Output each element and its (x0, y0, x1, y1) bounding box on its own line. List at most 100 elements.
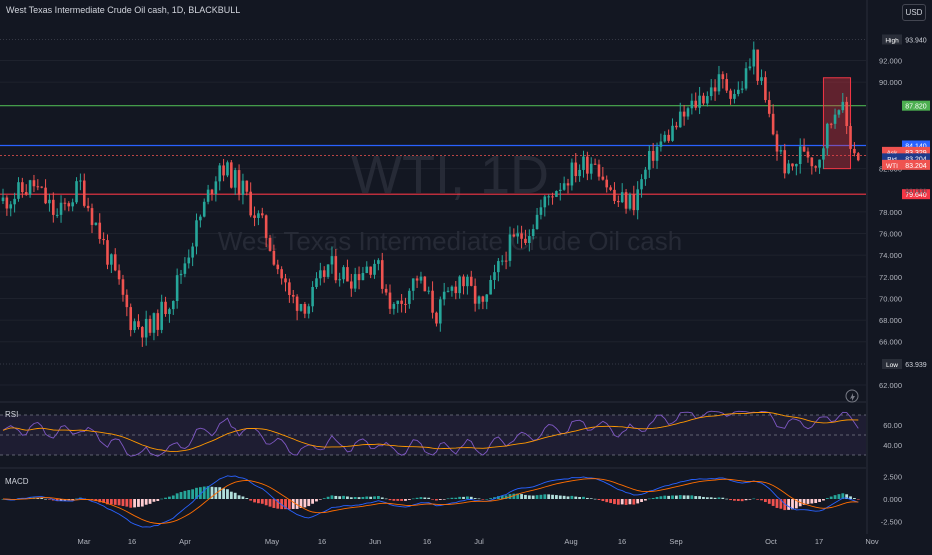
macd-histogram-bar (191, 489, 195, 499)
time-axis: Mar 16 Apr May 16 Jun 16 Jul Aug 16 Sep Oct 17 Nov (78, 537, 879, 546)
candle-body (13, 198, 16, 205)
candle-body (729, 90, 732, 99)
macd-histogram-bar (198, 487, 202, 499)
macd-histogram-bar (504, 495, 508, 499)
candle-body (322, 270, 326, 277)
candle-body (17, 182, 20, 199)
price-tag-bg (902, 140, 930, 151)
time-tick-label: 16 (318, 537, 326, 546)
candle-body (760, 77, 763, 81)
candle-body (303, 303, 307, 314)
candle-body (342, 267, 345, 280)
candle-body (369, 266, 372, 275)
macd-histogram-bar (407, 499, 411, 500)
candle-body (605, 179, 609, 188)
price-tick-label: 92.000 (879, 56, 902, 65)
macd-histogram-bar (853, 497, 856, 499)
candle-body (752, 49, 756, 67)
macd-histogram-bar (183, 490, 187, 499)
candle-body (137, 321, 140, 328)
macd-histogram-bar (593, 498, 597, 500)
candle-body (183, 263, 187, 274)
macd-histogram-bar (326, 496, 330, 499)
candle-body (295, 296, 299, 311)
candle-body (245, 180, 249, 192)
currency-button[interactable]: USD (902, 4, 926, 21)
candle-body (392, 304, 396, 309)
price-tag-value: 63.939 (905, 362, 927, 369)
macd-histogram-bar (667, 495, 671, 499)
macd-histogram-bar (380, 497, 384, 499)
macd-histogram-bar (106, 499, 109, 505)
price-tag-prefix-bg (882, 159, 902, 170)
macd-histogram-bar (361, 496, 365, 499)
macd-histogram-bar (469, 496, 473, 499)
macd-histogram-bar (466, 496, 469, 499)
replay-icon[interactable] (845, 389, 859, 403)
candle-body (737, 89, 740, 94)
macd-histogram-bar (404, 499, 407, 501)
candle-body (388, 292, 392, 309)
candle-body (466, 276, 469, 287)
macd-histogram-bar (307, 499, 311, 507)
candle-body (795, 163, 798, 167)
macd-histogram-bar (295, 499, 299, 509)
macd-histogram-bar (442, 499, 446, 500)
candle-body (148, 318, 152, 333)
macd-histogram-bar (640, 499, 643, 503)
macd-histogram-bar (346, 496, 349, 499)
macd-histogram-bar (721, 497, 725, 499)
candle-body (218, 165, 222, 182)
price-tags: High93.940Low63.93987.82084.140Ask83.329… (882, 34, 930, 370)
candle-body (454, 286, 458, 294)
candle-body (566, 183, 570, 186)
candle-body (458, 276, 461, 294)
signal-line (2, 478, 859, 524)
macd-histogram-bar (253, 499, 256, 503)
candle-body (462, 276, 465, 287)
candle-body (473, 285, 477, 304)
macd-histogram-bar (748, 499, 752, 500)
candle-body (319, 270, 322, 279)
symbol-title[interactable]: West Texas Intermediate Crude Oil cash, … (6, 5, 241, 15)
macd-histogram-bar (705, 497, 709, 499)
candle-body (133, 321, 136, 331)
macd-histogram-bar (539, 494, 543, 499)
time-tick-label: Oct (765, 537, 778, 546)
macd-histogram-bar (589, 498, 593, 499)
candle-body (75, 181, 78, 203)
macd-histogram-bar (841, 493, 845, 499)
rsi-label[interactable]: RSI (5, 410, 19, 419)
candle-body (179, 273, 183, 276)
macd-pane (1, 475, 860, 528)
candle-body (593, 163, 597, 165)
macd-histogram-bar (249, 499, 253, 501)
candle-body (551, 196, 554, 198)
macd-histogram-bar (520, 494, 523, 499)
price-tick-label: 68.000 (879, 316, 902, 325)
macd-histogram-bar (725, 498, 729, 500)
macd-histogram-bar (717, 497, 721, 499)
candle-body (798, 146, 802, 164)
candle-body (326, 264, 330, 277)
macd-histogram-bar (233, 492, 237, 499)
price-tag-bg (902, 100, 930, 111)
candle-body (82, 180, 86, 206)
macd-histogram-bar (682, 495, 686, 499)
candle-body (400, 300, 403, 304)
candle-body (377, 260, 380, 264)
candle-body (129, 307, 133, 331)
candle-body (257, 213, 260, 218)
macd-histogram-bar (671, 495, 674, 499)
macd-histogram-bar (400, 499, 404, 501)
candle-body (516, 233, 520, 237)
macd-label[interactable]: MACD (5, 477, 29, 486)
candle-body (613, 189, 616, 201)
macd-histogram-bar (357, 497, 361, 499)
candle-body (98, 222, 102, 239)
candle-body (547, 196, 550, 198)
time-tick-label: Jul (474, 537, 484, 546)
macd-histogram-bar (740, 499, 744, 502)
